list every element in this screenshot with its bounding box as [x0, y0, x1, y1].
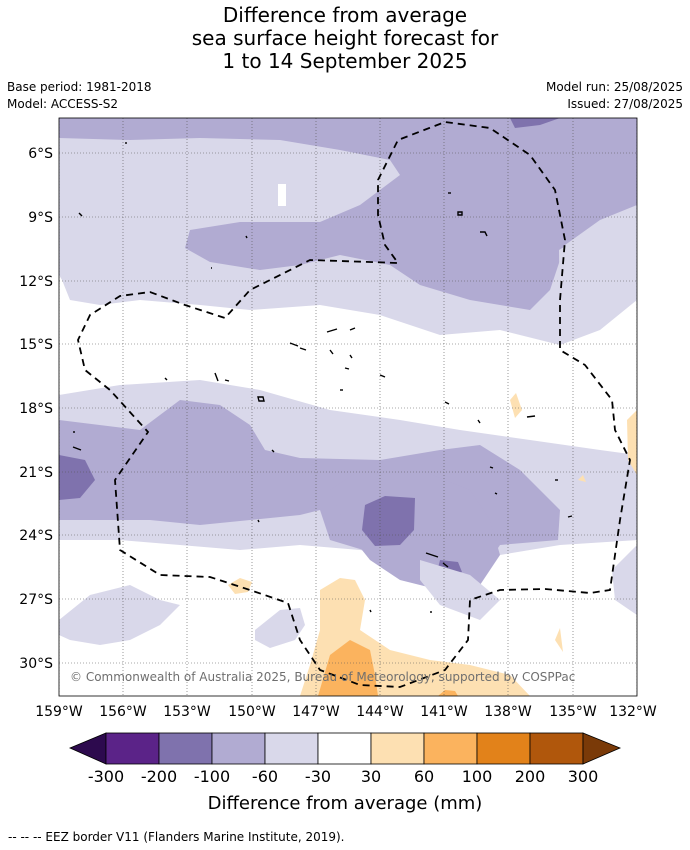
lat-label: 9°S: [28, 210, 53, 226]
lon-label: 144°W: [356, 704, 404, 720]
lat-label: 24°S: [19, 528, 53, 544]
colorbar-label: -100: [194, 767, 230, 786]
colorbar-bin: [105, 732, 160, 765]
colorbar-bin: [211, 732, 266, 765]
lat-label: 30°S: [19, 656, 53, 672]
gridlines: [59, 118, 637, 696]
shade-west-dark: [59, 455, 95, 500]
islands: [72, 142, 573, 613]
lat-label: 18°S: [19, 401, 53, 417]
colorbar-title: Difference from average (mm): [207, 793, 483, 814]
issued-date: Issued: 27/08/2025: [567, 97, 683, 111]
colorbar-bin: [264, 732, 319, 765]
colorbar-bin: [423, 732, 478, 765]
lon-label: 156°W: [99, 704, 147, 720]
model-run: Model run: 25/08/2025: [545, 80, 683, 94]
model-name: Model: ACCESS-S2: [7, 97, 119, 111]
shade-southeast-purple: [330, 470, 500, 590]
colorbar-label: -30: [305, 767, 331, 786]
lat-label: 12°S: [19, 274, 53, 290]
lon-label: 159°W: [35, 704, 83, 720]
colorbar-bin: [370, 732, 425, 765]
colorbar-label: -200: [141, 767, 177, 786]
copyright-note: © Commonwealth of Australia 2025, Bureau…: [70, 670, 575, 684]
sea-level-map: © Commonwealth of Australia 2025, Bureau…: [19, 117, 657, 786]
shade-northeast-lavender: [559, 215, 637, 345]
colorbar-label: 30: [361, 767, 381, 786]
title-line-1: Difference from average: [222, 3, 468, 27]
lon-label: 141°W: [420, 704, 468, 720]
colorbar-bin: [476, 732, 531, 765]
map-plot-area: [59, 118, 637, 696]
colorbar-label: 60: [414, 767, 434, 786]
shade-north-purple: [59, 118, 637, 310]
colorbar-label: 200: [515, 767, 546, 786]
lat-label: 6°S: [28, 146, 53, 162]
lon-label: 147°W: [292, 704, 340, 720]
eez-legend-note: -- -- -- EEZ border V11 (Flanders Marine…: [8, 830, 345, 844]
colorbar-extend-low: [68, 732, 107, 765]
lon-label: 135°W: [549, 704, 597, 720]
lat-label: 27°S: [19, 592, 53, 608]
colorbar-label: -300: [88, 767, 124, 786]
shade-southeast-purple-2: [420, 560, 500, 620]
shade-east-lavender: [612, 545, 637, 615]
colorbar-bin: [317, 732, 372, 765]
colorbar: [68, 732, 622, 765]
colorbar-extend-high: [582, 732, 622, 765]
lat-label: 21°S: [19, 465, 53, 481]
title-line-2: sea surface height forecast for: [191, 26, 499, 50]
lon-label: 138°W: [484, 704, 532, 720]
colorbar-bin: [158, 732, 213, 765]
colorbar-label: -60: [252, 767, 278, 786]
shade-north-dark: [510, 118, 560, 128]
lat-label: 15°S: [19, 337, 53, 353]
shade-south-orange: [318, 640, 378, 696]
lon-label: 150°W: [228, 704, 276, 720]
shade-central-dark: [362, 496, 415, 546]
colorbar-label: 300: [568, 767, 599, 786]
lon-label: 153°W: [163, 704, 211, 720]
shade-south-orange-2: [438, 690, 458, 696]
colorbar-bin: [529, 732, 584, 765]
title-line-3: 1 to 14 September 2025: [222, 49, 468, 73]
base-period: Base period: 1981-2018: [7, 80, 152, 94]
colorbar-label: 100: [462, 767, 493, 786]
lon-label: 132°W: [609, 704, 657, 720]
eez-border-cook-islands: [77, 121, 631, 688]
shade-southwest-lavender: [59, 585, 180, 645]
